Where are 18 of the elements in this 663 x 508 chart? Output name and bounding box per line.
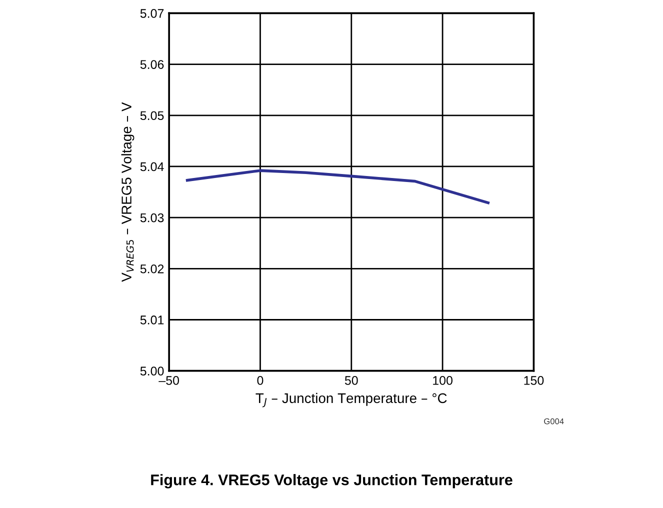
x-tick-label: –50 (158, 376, 180, 385)
x-tick-label: 100 (433, 376, 452, 385)
y-axis-title: V$_{VREG5}$ – VREG5 Voltage – V (121, 102, 134, 282)
x-tick-label: 150 (524, 376, 544, 385)
x-tick-label: 50 (344, 376, 358, 385)
y-tick-label: 5.04 (140, 162, 164, 172)
y-tick-label: 5.01 (140, 316, 164, 324)
y-tick-label: 5.00 (140, 366, 164, 376)
y-tick-label: 5.02 (140, 264, 164, 274)
x-tick-label: 0 (257, 376, 264, 385)
y-tick-label: 5.06 (140, 60, 164, 69)
text: Figure 4. VREG5 Voltage vs Junction Temperature (151, 474, 512, 488)
line-series (186, 169, 490, 204)
x-axis-title: T$_{J}$ – Junction Temperature – °C (256, 392, 447, 408)
y-tick-label: 5.07 (140, 9, 164, 18)
y-tick-label: 5.05 (140, 111, 164, 120)
y-tick-label: 5.03 (140, 213, 164, 222)
text: G004 (544, 418, 564, 424)
